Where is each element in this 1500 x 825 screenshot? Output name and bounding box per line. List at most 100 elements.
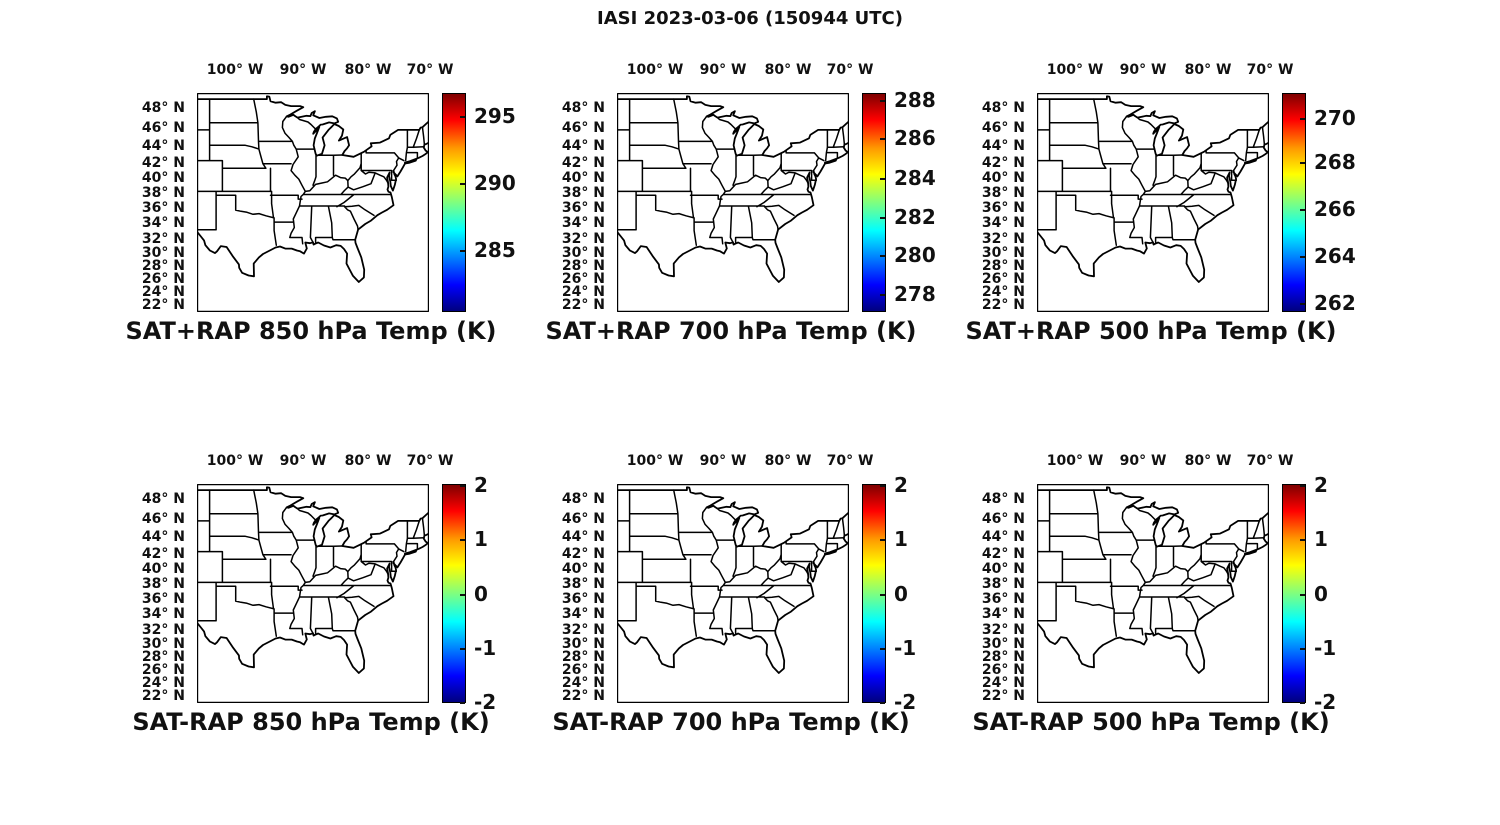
us-basemap xyxy=(1037,93,1269,312)
colorbar-tick-mark xyxy=(460,701,465,704)
lon-tick-label: 100° W xyxy=(206,453,264,469)
colorbar-tick-label: -1 xyxy=(1314,636,1337,661)
lat-tick-label: 28° N xyxy=(141,258,185,274)
colorbar-tick-label: 268 xyxy=(1314,150,1356,175)
lat-tick-label: 26° N xyxy=(981,662,1025,678)
colorbar-tick-label: 0 xyxy=(894,581,908,606)
panel-title: SAT-RAP 700 hPa Temp (K) xyxy=(552,708,910,736)
lat-tick-label: 40° N xyxy=(141,561,185,577)
lat-tick-label: 34° N xyxy=(141,215,185,231)
colorbar-tick-label: 290 xyxy=(474,170,516,195)
lat-tick-label: 48° N xyxy=(141,491,185,507)
colorbar-tick-label: 264 xyxy=(1314,243,1356,268)
colorbar-tick-mark xyxy=(1300,485,1305,488)
colorbar-tick-mark xyxy=(880,593,885,596)
lat-tick-label: 48° N xyxy=(141,100,185,116)
lat-tick-label: 44° N xyxy=(981,529,1025,545)
lat-tick-label: 40° N xyxy=(561,170,605,186)
map-panel: 100° W 90° W 80° W 70° W 48° N 46° N 44° N 42°… xyxy=(120,55,550,360)
panel-title: SAT-RAP 850 hPa Temp (K) xyxy=(132,708,490,736)
colorbar-tick-label: 0 xyxy=(1314,581,1328,606)
colorbar-tick-mark xyxy=(460,593,465,596)
colorbar-tick-mark xyxy=(1300,538,1305,541)
colorbar xyxy=(442,93,466,312)
lat-tick-label: 22° N xyxy=(981,297,1025,313)
lat-tick-label: 30° N xyxy=(141,636,185,652)
colorbar-tick-label: -2 xyxy=(894,689,917,714)
lon-tick-label: 90° W xyxy=(1119,453,1167,469)
map-panel: 100° W 90° W 80° W 70° W 48° N 46° N 44° N 42°… xyxy=(540,55,970,360)
lat-tick-label: 30° N xyxy=(561,245,605,261)
lat-tick-label: 28° N xyxy=(141,649,185,665)
lat-tick-label: 48° N xyxy=(981,491,1025,507)
lat-tick-label: 30° N xyxy=(141,245,185,261)
lon-tick-label: 90° W xyxy=(279,62,327,78)
lat-tick-label: 46° N xyxy=(141,120,185,136)
colorbar-tick-mark xyxy=(1300,255,1305,258)
lat-tick-label: 24° N xyxy=(141,284,185,300)
colorbar-tick-label: 295 xyxy=(474,103,516,128)
colorbar-tick-label: 282 xyxy=(894,204,936,229)
colorbar-tick-label: -2 xyxy=(474,689,497,714)
lat-tick-label: 36° N xyxy=(561,200,605,216)
lat-tick-label: 46° N xyxy=(981,511,1025,527)
colorbar-tick-label: -2 xyxy=(1314,689,1337,714)
lat-tick-label: 26° N xyxy=(141,271,185,287)
lat-tick-label: 38° N xyxy=(981,185,1025,201)
lon-tick-label: 80° W xyxy=(1184,62,1232,78)
lat-tick-label: 42° N xyxy=(981,155,1025,171)
lon-tick-label: 70° W xyxy=(1246,453,1294,469)
colorbar-tick-mark xyxy=(880,485,885,488)
lat-tick-label: 28° N xyxy=(981,649,1025,665)
map-panel: 100° W 90° W 80° W 70° W 48° N 46° N 44° N 42°… xyxy=(960,446,1390,751)
colorbar-tick-label: 2 xyxy=(474,473,488,498)
lat-tick-label: 36° N xyxy=(561,591,605,607)
map-plot-area xyxy=(1037,484,1269,703)
lat-tick-label: 30° N xyxy=(561,636,605,652)
lat-tick-label: 22° N xyxy=(981,688,1025,704)
lat-tick-label: 38° N xyxy=(141,576,185,592)
lat-tick-label: 44° N xyxy=(561,138,605,154)
lat-tick-label: 34° N xyxy=(561,606,605,622)
map-plot-area xyxy=(1037,93,1269,312)
colorbar-tick-label: 0 xyxy=(474,581,488,606)
colorbar-tick-mark xyxy=(880,701,885,704)
lat-tick-label: 28° N xyxy=(561,258,605,274)
lat-tick-label: 46° N xyxy=(141,511,185,527)
colorbar-tick-mark xyxy=(1300,162,1305,165)
lat-tick-label: 34° N xyxy=(981,215,1025,231)
figure-title: IASI 2023-03-06 (150944 UTC) xyxy=(597,8,903,29)
lat-tick-label: 22° N xyxy=(561,297,605,313)
colorbar-tick-label: 1 xyxy=(1314,526,1328,551)
lat-tick-label: 42° N xyxy=(561,546,605,562)
colorbar-tick-mark xyxy=(880,216,885,219)
lat-axis: 48° N 46° N 44° N 42° N 40° N 38° N 36° N 34° N… xyxy=(120,484,191,704)
lat-tick-label: 42° N xyxy=(141,155,185,171)
colorbar-tick-mark xyxy=(460,648,465,651)
us-basemap xyxy=(617,93,849,312)
lat-tick-label: 38° N xyxy=(981,576,1025,592)
colorbar-tick-label: 270 xyxy=(1314,106,1356,131)
lat-tick-label: 34° N xyxy=(981,606,1025,622)
colorbar-tick-label: 278 xyxy=(894,281,936,306)
colorbar-tick-label: 262 xyxy=(1314,291,1356,316)
map-panel: 100° W 90° W 80° W 70° W 48° N 46° N 44° N 42°… xyxy=(960,55,1390,360)
lat-axis: 48° N 46° N 44° N 42° N 40° N 38° N 36° N 34° N… xyxy=(120,93,191,313)
lon-tick-label: 90° W xyxy=(699,62,747,78)
lon-tick-label: 90° W xyxy=(699,453,747,469)
lon-tick-label: 80° W xyxy=(344,453,392,469)
colorbar-tick-mark xyxy=(1300,208,1305,211)
colorbar-tick-mark xyxy=(880,99,885,102)
colorbar-tick-mark xyxy=(460,250,465,253)
lat-tick-label: 24° N xyxy=(141,675,185,691)
lat-tick-label: 44° N xyxy=(981,138,1025,154)
lon-tick-label: 70° W xyxy=(826,62,874,78)
lat-tick-label: 32° N xyxy=(141,231,185,247)
lat-axis: 48° N 46° N 44° N 42° N 40° N 38° N 36° N 34° N… xyxy=(540,93,611,313)
panel-title: SAT+RAP 700 hPa Temp (K) xyxy=(545,317,917,345)
lon-tick-label: 70° W xyxy=(826,453,874,469)
lon-tick-label: 80° W xyxy=(764,62,812,78)
lat-tick-label: 40° N xyxy=(141,170,185,186)
lat-tick-label: 32° N xyxy=(561,231,605,247)
